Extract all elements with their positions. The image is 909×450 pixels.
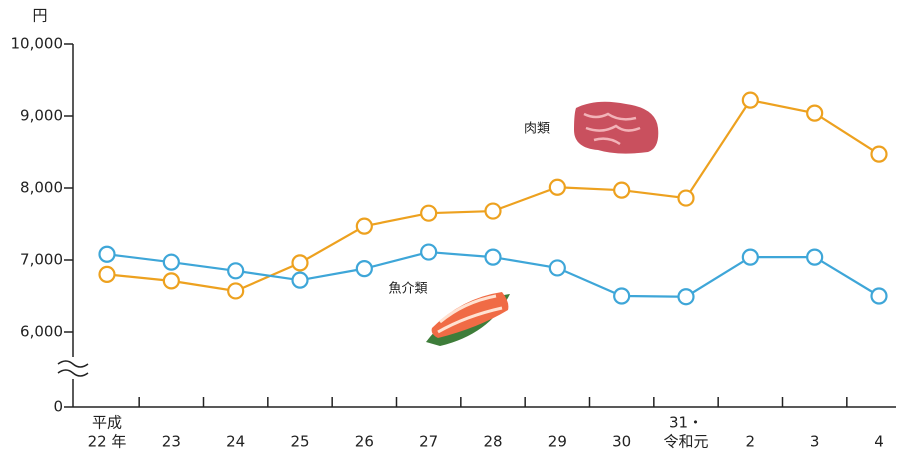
meat-icon bbox=[574, 101, 659, 154]
data-point bbox=[806, 104, 824, 122]
data-point bbox=[806, 248, 824, 266]
y-axis-label: 円 bbox=[32, 7, 47, 25]
data-point bbox=[227, 282, 245, 300]
y-tick-label: 0 bbox=[53, 398, 63, 416]
x-tick-label: 2 bbox=[746, 433, 756, 450]
x-tick-label: 29 bbox=[548, 433, 567, 450]
data-point bbox=[548, 178, 566, 196]
x-tick-label: 22 年 bbox=[88, 433, 127, 450]
data-point bbox=[291, 254, 309, 272]
data-point bbox=[162, 272, 180, 290]
y-tick-label: 7,000 bbox=[20, 251, 63, 269]
x-tick-label: 3 bbox=[810, 433, 820, 450]
x-tick-label: 平成 bbox=[92, 414, 122, 432]
fish-icon bbox=[426, 292, 510, 346]
data-point bbox=[98, 265, 116, 283]
x-tick-label: 令和元 bbox=[663, 433, 708, 450]
x-tick-label: 26 bbox=[355, 433, 374, 450]
data-point bbox=[162, 253, 180, 271]
data-point bbox=[677, 189, 695, 207]
x-tick-label: 30 bbox=[612, 433, 631, 450]
x-tick-label: 4 bbox=[874, 433, 884, 450]
series-label: 肉類 bbox=[524, 122, 550, 137]
series-label: 魚介類 bbox=[388, 282, 427, 297]
data-point bbox=[870, 145, 888, 163]
axis-break bbox=[57, 360, 89, 377]
data-point bbox=[548, 259, 566, 277]
data-point bbox=[420, 204, 438, 222]
data-point bbox=[227, 262, 245, 280]
x-tick-label: 24 bbox=[226, 433, 245, 450]
data-point bbox=[741, 248, 759, 266]
x-tick-label: 31・ bbox=[669, 414, 703, 432]
x-tick-label: 27 bbox=[419, 433, 438, 450]
y-tick-label: 6,000 bbox=[20, 323, 63, 341]
data-point bbox=[355, 217, 373, 235]
data-point bbox=[484, 248, 502, 266]
data-point bbox=[741, 91, 759, 109]
x-tick-label: 25 bbox=[290, 433, 309, 450]
data-point bbox=[613, 181, 631, 199]
data-point bbox=[98, 245, 116, 263]
data-point bbox=[291, 271, 309, 289]
data-point bbox=[677, 288, 695, 306]
y-tick-label: 10,000 bbox=[11, 35, 64, 53]
y-tick-label: 8,000 bbox=[20, 179, 63, 197]
y-tick-label: 9,000 bbox=[20, 107, 63, 125]
data-point bbox=[420, 243, 438, 261]
data-point bbox=[484, 202, 502, 220]
data-point bbox=[355, 260, 373, 278]
data-point bbox=[870, 287, 888, 305]
x-tick-label: 23 bbox=[162, 433, 181, 450]
x-tick-label: 28 bbox=[483, 433, 502, 450]
data-point bbox=[613, 287, 631, 305]
